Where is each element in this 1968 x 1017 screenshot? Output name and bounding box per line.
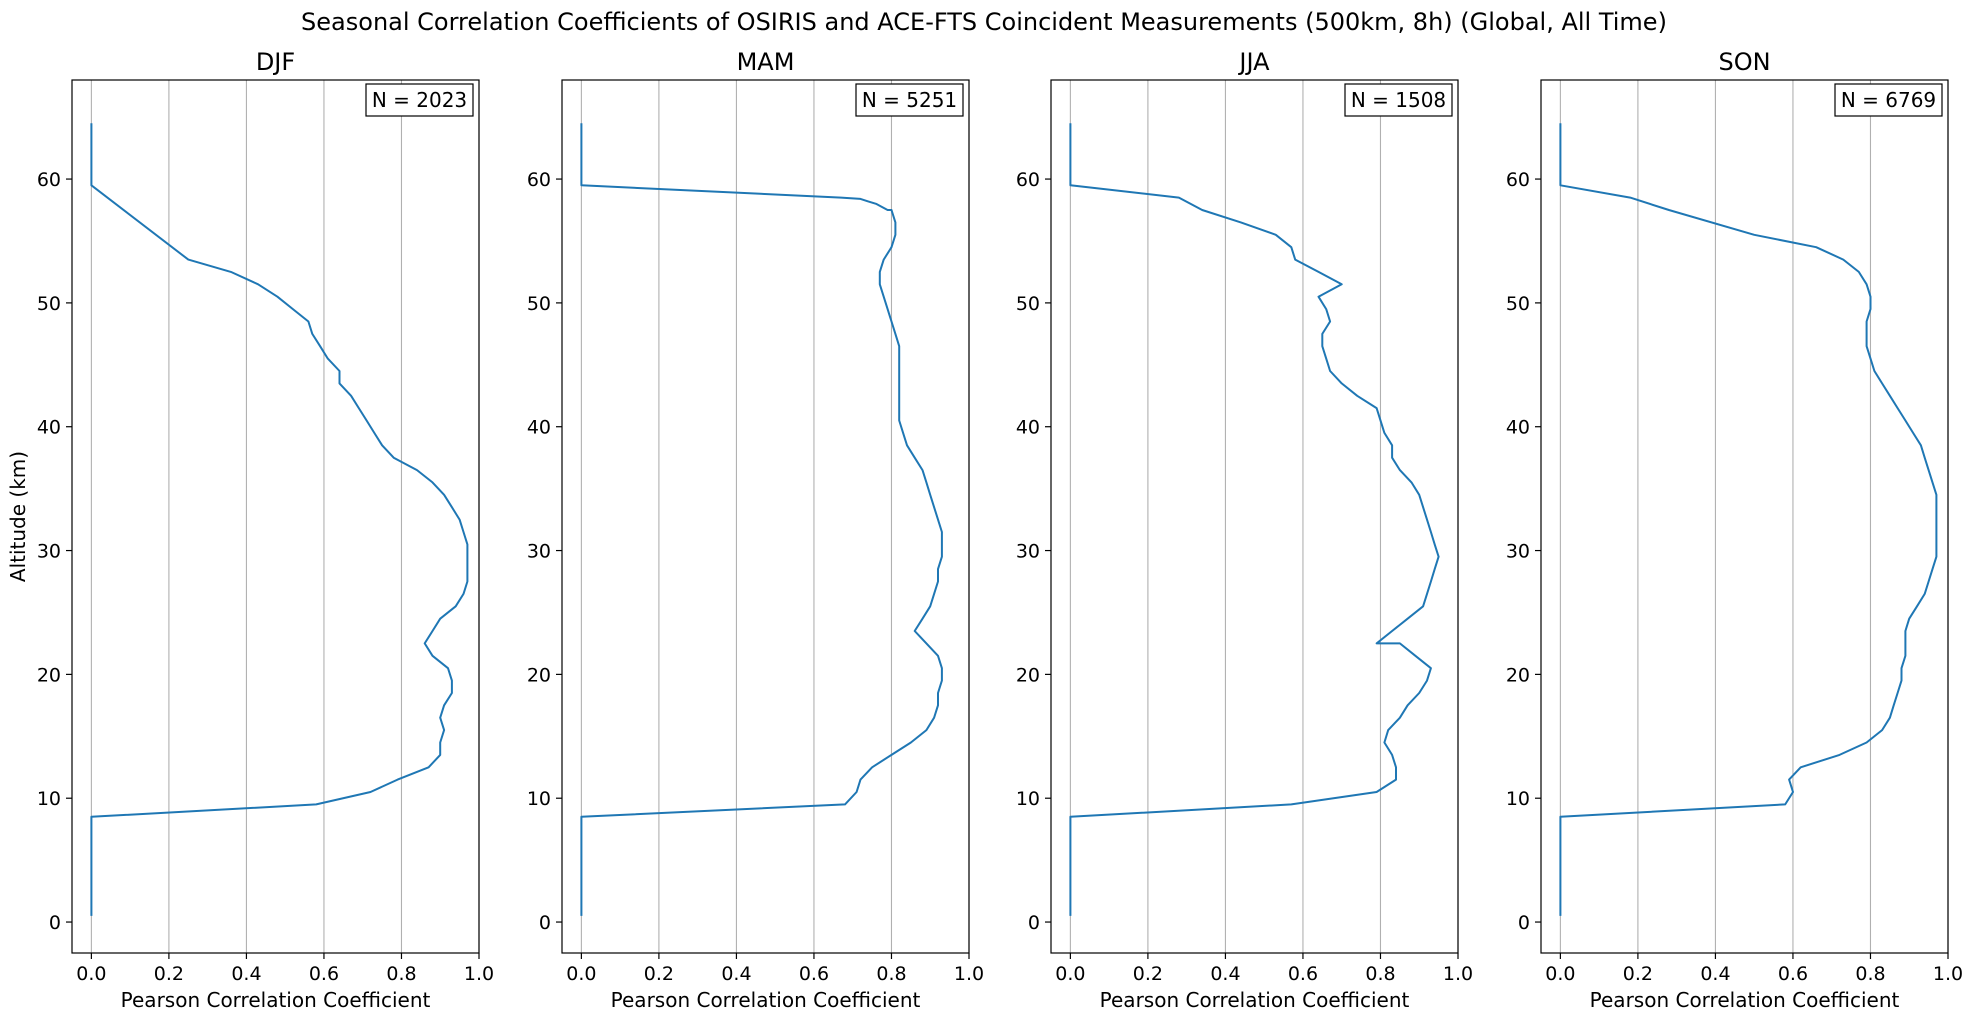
y-tick-label: 50 [1506, 293, 1530, 315]
x-tick-label: 0.6 [1288, 963, 1318, 985]
x-axis-label: Pearson Correlation Coefficient [1590, 988, 1900, 1012]
y-tick-label: 60 [1506, 169, 1530, 191]
y-tick-label: 20 [1506, 664, 1530, 686]
y-axis-label: Altitude (km) [6, 451, 30, 582]
x-axis-label: Pearson Correlation Coefficient [121, 988, 431, 1012]
annotation-box [1344, 83, 1453, 117]
x-tick-label: 0.2 [154, 963, 184, 985]
x-tick-label: 0.0 [566, 963, 596, 985]
y-tick-label: 50 [1016, 293, 1040, 315]
x-tick-label: 0.4 [721, 963, 751, 985]
series-line [90, 123, 469, 916]
x-axis-label: Pearson Correlation Coefficient [1100, 988, 1410, 1012]
x-tick-label: 0.0 [76, 963, 106, 985]
y-tick-label: 30 [37, 541, 61, 563]
y-tick-label: 50 [527, 293, 551, 315]
y-tick-label: 60 [527, 169, 551, 191]
y-tick-label: 0 [539, 912, 551, 934]
series-line [1069, 123, 1440, 916]
sample-count-annotation: N = 2023 [372, 88, 467, 112]
annotation-box [365, 83, 474, 117]
axes-frame [561, 79, 970, 954]
annotation-box [1834, 83, 1943, 117]
annotation-box [855, 83, 964, 117]
y-tick-label: 0 [1028, 912, 1040, 934]
y-tick-label: 0 [49, 912, 61, 934]
y-tick-label: 10 [37, 788, 61, 810]
sample-count-annotation: N = 1508 [1351, 88, 1446, 112]
x-tick-label: 0.2 [1133, 963, 1163, 985]
y-tick-label: 20 [1016, 664, 1040, 686]
y-tick-label: 40 [527, 417, 551, 439]
sample-count-annotation: N = 5251 [862, 88, 957, 112]
y-tick-label: 60 [37, 169, 61, 191]
x-tick-label: 0.0 [1545, 963, 1575, 985]
y-tick-label: 0 [1518, 912, 1530, 934]
x-tick-label: 0.8 [1365, 963, 1395, 985]
y-tick-label: 30 [527, 541, 551, 563]
y-tick-label: 10 [1016, 788, 1040, 810]
x-tick-label: 0.4 [1700, 963, 1730, 985]
panel-title: MAM [737, 48, 795, 76]
y-tick-label: 50 [37, 293, 61, 315]
x-tick-label: 1.0 [1443, 963, 1473, 985]
panel-djf: 0.0 0.2 0.4 0.6 0.8 1.0 0 10 20 30 40 50 60 DJF Pearso… [6, 48, 494, 1012]
panel-title: DJF [256, 48, 295, 76]
panel-title: SON [1718, 48, 1770, 76]
y-tick-label: 40 [37, 417, 61, 439]
x-tick-label: 0.6 [1778, 963, 1808, 985]
y-tick-label: 10 [1506, 788, 1530, 810]
panel-title: JJA [1237, 48, 1270, 76]
panel-mam: 0.0 0.2 0.4 0.6 0.8 1.0 0 10 20 30 40 50 60 MAM Pearso… [527, 48, 984, 1012]
x-tick-label: 0.8 [386, 963, 416, 985]
y-tick-label: 60 [1016, 169, 1040, 191]
x-tick-label: 0.6 [799, 963, 829, 985]
x-tick-label: 0.0 [1055, 963, 1085, 985]
x-tick-label: 0.2 [644, 963, 674, 985]
series-line [580, 123, 943, 916]
x-tick-label: 0.4 [231, 963, 261, 985]
axes-frame [71, 79, 480, 954]
y-tick-label: 20 [37, 664, 61, 686]
panel-son: 0.0 0.2 0.4 0.6 0.8 1.0 0 10 20 30 40 50 60 SON Pearso… [1506, 48, 1963, 1012]
x-tick-label: 1.0 [1933, 963, 1963, 985]
x-tick-label: 0.8 [876, 963, 906, 985]
x-axis-label: Pearson Correlation Coefficient [611, 988, 921, 1012]
x-tick-label: 0.6 [309, 963, 339, 985]
panel-jja: 0.0 0.2 0.4 0.6 0.8 1.0 0 10 20 30 40 50 60 JJA Pearso… [1016, 48, 1473, 1012]
series-line [1559, 123, 1938, 916]
y-tick-label: 40 [1016, 417, 1040, 439]
x-tick-label: 0.8 [1855, 963, 1885, 985]
x-tick-label: 0.4 [1210, 963, 1240, 985]
y-tick-label: 40 [1506, 417, 1530, 439]
figure-title: Seasonal Correlation Coefficients of OSI… [301, 8, 1667, 36]
axes-frame [1050, 79, 1459, 954]
axes-frame [1540, 79, 1949, 954]
x-tick-label: 0.2 [1623, 963, 1653, 985]
x-tick-label: 1.0 [954, 963, 984, 985]
sample-count-annotation: N = 6769 [1841, 88, 1936, 112]
panels: 0.0 0.2 0.4 0.6 0.8 1.0 0 10 20 30 40 50 60 DJF Pearso… [6, 48, 1963, 1012]
y-tick-label: 30 [1016, 541, 1040, 563]
y-tick-label: 20 [527, 664, 551, 686]
y-tick-label: 10 [527, 788, 551, 810]
x-tick-label: 1.0 [464, 963, 494, 985]
y-tick-label: 30 [1506, 541, 1530, 563]
